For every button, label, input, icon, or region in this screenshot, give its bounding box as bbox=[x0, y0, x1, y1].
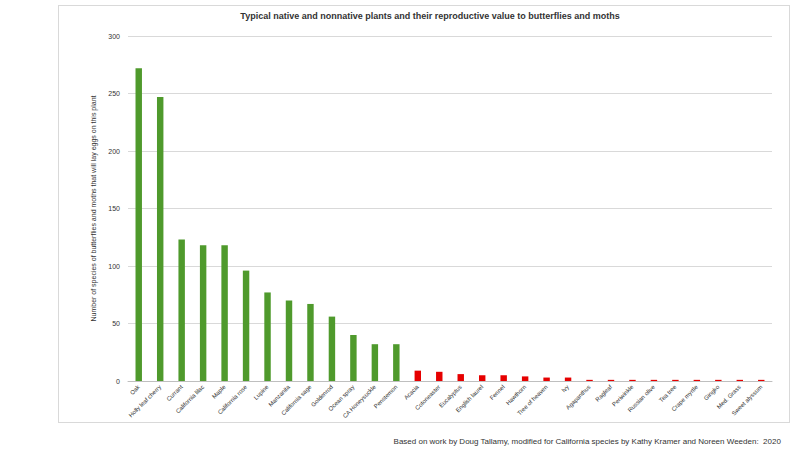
svg-text:Manzanita: Manzanita bbox=[267, 383, 292, 408]
svg-text:CA Honeysuckle: CA Honeysuckle bbox=[342, 383, 378, 419]
svg-text:Cotoneaster: Cotoneaster bbox=[414, 384, 441, 411]
svg-text:Goldenrod: Goldenrod bbox=[310, 383, 335, 408]
svg-text:Periwinkle: Periwinkle bbox=[611, 383, 635, 408]
svg-text:Tea tree: Tea tree bbox=[658, 383, 678, 403]
svg-text:Tree of heaven: Tree of heaven bbox=[516, 384, 549, 417]
svg-text:Number of species of butterfli: Number of species of butterflies and mot… bbox=[90, 95, 98, 321]
svg-text:English laurel: English laurel bbox=[455, 384, 485, 414]
svg-text:California lilac: California lilac bbox=[175, 384, 206, 415]
svg-text:Penstemon: Penstemon bbox=[373, 384, 399, 410]
svg-text:Sweet alyssum: Sweet alyssum bbox=[731, 384, 764, 417]
svg-text:Typical native and nonnative p: Typical native and nonnative plants and … bbox=[240, 11, 619, 21]
svg-text:Ivy: Ivy bbox=[561, 384, 571, 394]
svg-text:Eucalyptus: Eucalyptus bbox=[437, 383, 463, 409]
svg-text:Crape myrtle: Crape myrtle bbox=[671, 383, 700, 412]
svg-text:Ocean spray: Ocean spray bbox=[327, 383, 356, 413]
svg-text:Currant: Currant bbox=[165, 384, 184, 403]
svg-text:50: 50 bbox=[112, 320, 120, 327]
svg-text:California rose: California rose bbox=[217, 383, 249, 415]
svg-text:Based on work by Doug Tallamy,: Based on work by Doug Tallamy, modified … bbox=[394, 437, 782, 446]
svg-text:Lupine: Lupine bbox=[253, 383, 270, 400]
svg-text:Hawthorn: Hawthorn bbox=[505, 384, 527, 406]
svg-text:Ragleaf: Ragleaf bbox=[594, 384, 613, 403]
svg-text:Maple: Maple bbox=[211, 383, 227, 399]
svg-text:Russian olive: Russian olive bbox=[627, 383, 657, 413]
svg-text:200: 200 bbox=[108, 148, 120, 155]
svg-text:Gingko: Gingko bbox=[703, 383, 721, 401]
svg-text:Med. Grass: Med. Grass bbox=[715, 383, 742, 410]
svg-text:Holly leaf cherry: Holly leaf cherry bbox=[128, 384, 163, 419]
svg-text:250: 250 bbox=[108, 90, 120, 97]
svg-text:Agapanthus: Agapanthus bbox=[565, 384, 592, 411]
svg-text:150: 150 bbox=[108, 205, 120, 212]
svg-text:0: 0 bbox=[116, 378, 120, 385]
svg-text:California sage: California sage bbox=[280, 383, 313, 416]
svg-text:Acacia: Acacia bbox=[403, 383, 420, 400]
svg-text:100: 100 bbox=[108, 263, 120, 270]
svg-text:Oak: Oak bbox=[129, 384, 141, 396]
svg-text:Fennel: Fennel bbox=[489, 384, 506, 401]
svg-text:300: 300 bbox=[108, 33, 120, 40]
